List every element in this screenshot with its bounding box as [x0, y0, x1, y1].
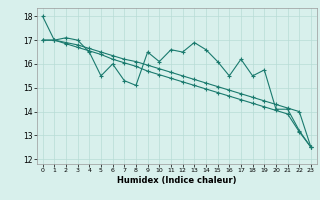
- X-axis label: Humidex (Indice chaleur): Humidex (Indice chaleur): [117, 176, 236, 185]
